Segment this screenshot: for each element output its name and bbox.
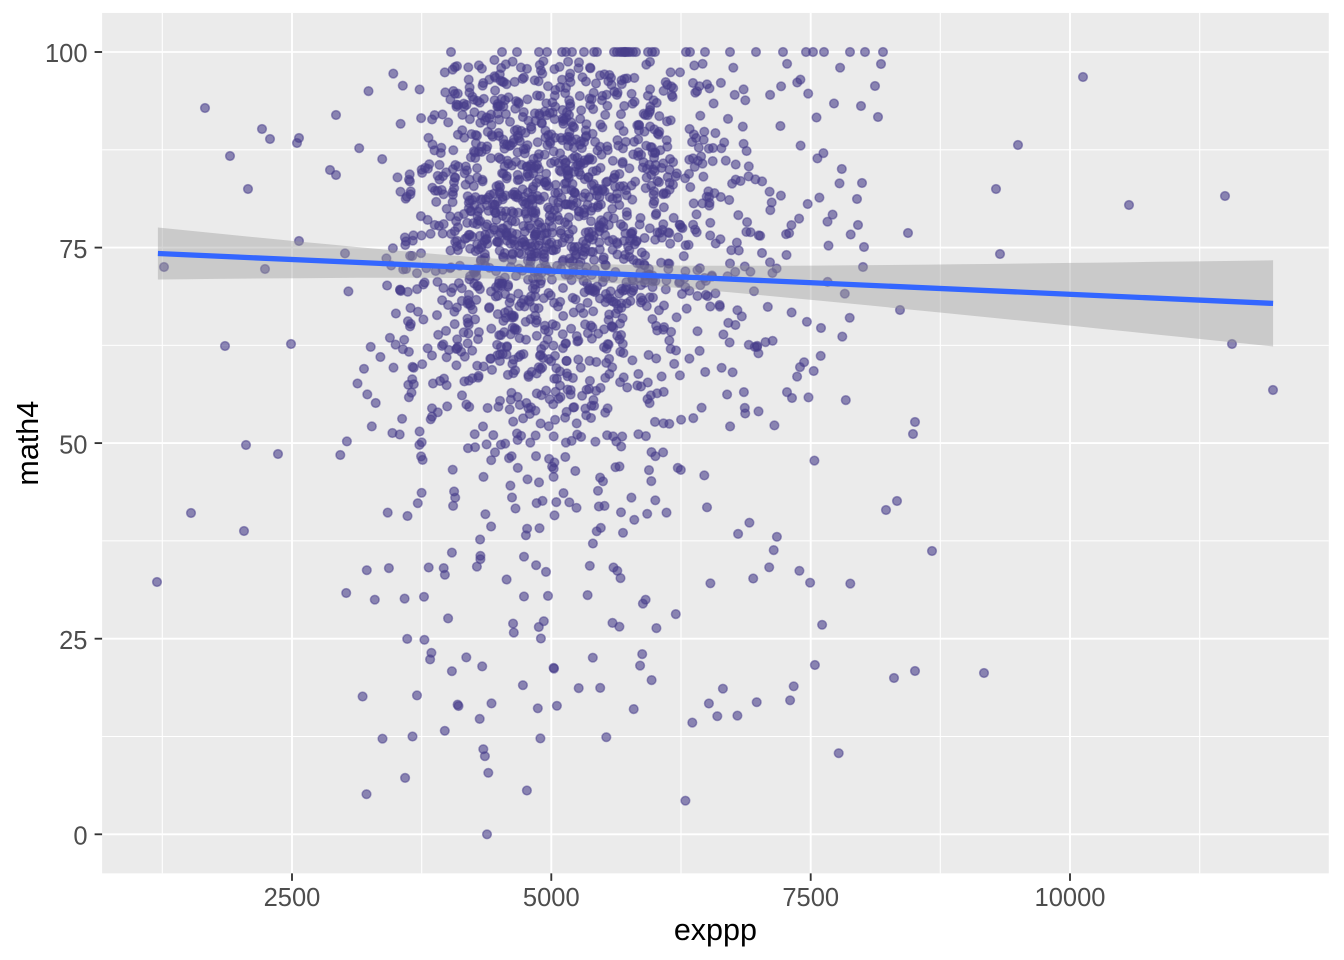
- svg-text:75: 75: [59, 236, 87, 264]
- svg-text:100: 100: [45, 40, 88, 68]
- svg-text:5000: 5000: [523, 884, 580, 912]
- svg-text:25: 25: [59, 627, 87, 655]
- svg-text:exppp: exppp: [674, 913, 757, 947]
- svg-text:0: 0: [73, 823, 87, 851]
- svg-text:50: 50: [59, 431, 87, 459]
- svg-text:10000: 10000: [1035, 884, 1106, 912]
- svg-text:math4: math4: [11, 401, 45, 486]
- svg-text:7500: 7500: [782, 884, 839, 912]
- svg-text:2500: 2500: [264, 884, 321, 912]
